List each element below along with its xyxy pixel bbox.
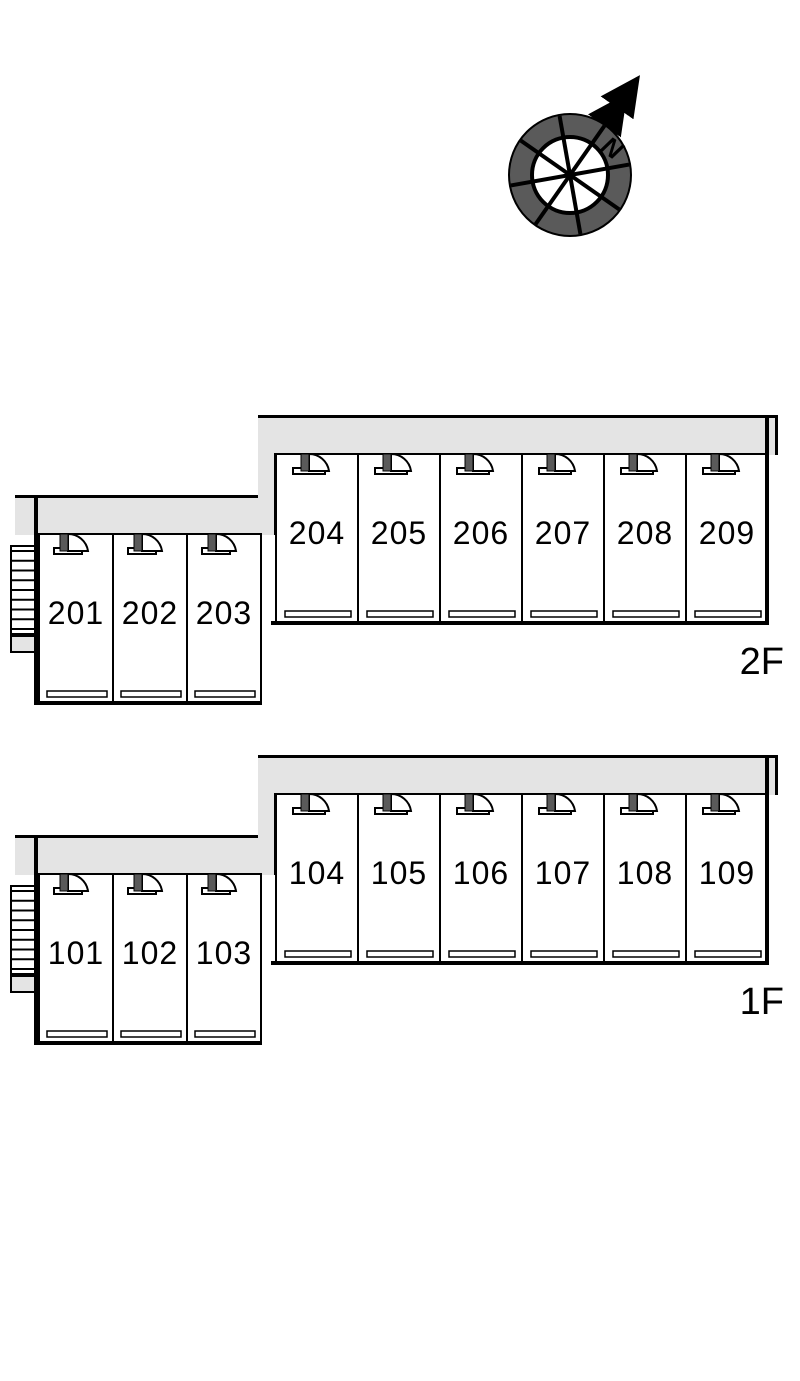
room-105: 105 <box>357 793 441 963</box>
room-number: 202 <box>114 595 186 632</box>
room-number: 109 <box>687 855 767 892</box>
outline <box>765 415 769 623</box>
room-109: 109 <box>685 793 769 963</box>
room-208: 208 <box>603 453 687 623</box>
door-icon <box>127 532 157 559</box>
outline <box>765 755 769 963</box>
corridor-upper <box>258 415 778 455</box>
room-103: 103 <box>186 873 262 1043</box>
outline <box>34 701 262 705</box>
landing <box>10 635 36 653</box>
outline <box>271 621 769 625</box>
room-number: 201 <box>40 595 112 632</box>
door-icon <box>374 792 408 819</box>
door-icon <box>201 872 231 899</box>
outline <box>34 495 38 703</box>
floor-2F: 204 205 206 207 <box>0 415 800 775</box>
door-icon <box>53 532 83 559</box>
room-205: 205 <box>357 453 441 623</box>
room-number: 203 <box>188 595 260 632</box>
room-number: 205 <box>359 515 439 552</box>
outline <box>34 1041 262 1045</box>
room-206: 206 <box>439 453 523 623</box>
room-number: 105 <box>359 855 439 892</box>
door-icon <box>201 532 231 559</box>
room-number: 207 <box>523 515 603 552</box>
room-number: 206 <box>441 515 521 552</box>
floor-1F: 104 105 106 107 <box>0 755 800 1115</box>
room-number: 101 <box>40 935 112 972</box>
corridor-connector <box>258 793 276 875</box>
room-number: 107 <box>523 855 603 892</box>
door-icon <box>702 792 736 819</box>
room-202: 202 <box>112 533 188 703</box>
room-101: 101 <box>38 873 114 1043</box>
room-107: 107 <box>521 793 605 963</box>
corridor-upper <box>258 755 778 795</box>
door-icon <box>702 452 736 479</box>
landing <box>10 975 36 993</box>
door-icon <box>374 452 408 479</box>
room-number: 209 <box>687 515 767 552</box>
room-102: 102 <box>112 873 188 1043</box>
room-number: 103 <box>188 935 260 972</box>
compass-icon: N <box>460 65 680 285</box>
door-icon <box>292 792 326 819</box>
room-201: 201 <box>38 533 114 703</box>
room-number: 204 <box>277 515 357 552</box>
floor-plan-diagram: { "canvas":{"w":800,"h":1381}, "colors":… <box>0 0 800 1381</box>
room-203: 203 <box>186 533 262 703</box>
room-108: 108 <box>603 793 687 963</box>
compass-container: N <box>460 65 680 285</box>
room-number: 104 <box>277 855 357 892</box>
room-104: 104 <box>275 793 359 963</box>
room-number: 108 <box>605 855 685 892</box>
floor-label: 1F <box>740 981 784 1024</box>
room-106: 106 <box>439 793 523 963</box>
corridor-connector <box>258 453 276 535</box>
door-icon <box>538 452 572 479</box>
door-icon <box>292 452 326 479</box>
corridor-left <box>15 495 261 535</box>
door-icon <box>620 452 654 479</box>
door-icon <box>538 792 572 819</box>
floor-label: 2F <box>740 641 784 684</box>
room-number: 102 <box>114 935 186 972</box>
door-icon <box>127 872 157 899</box>
room-number: 208 <box>605 515 685 552</box>
room-number: 106 <box>441 855 521 892</box>
door-icon <box>620 792 654 819</box>
outline <box>271 961 769 965</box>
door-icon <box>53 872 83 899</box>
corridor-left <box>15 835 261 875</box>
door-icon <box>456 452 490 479</box>
stairs-icon <box>10 885 36 980</box>
stairs-icon <box>10 545 36 640</box>
room-204: 204 <box>275 453 359 623</box>
outline <box>34 835 38 1043</box>
door-icon <box>456 792 490 819</box>
room-207: 207 <box>521 453 605 623</box>
room-209: 209 <box>685 453 769 623</box>
